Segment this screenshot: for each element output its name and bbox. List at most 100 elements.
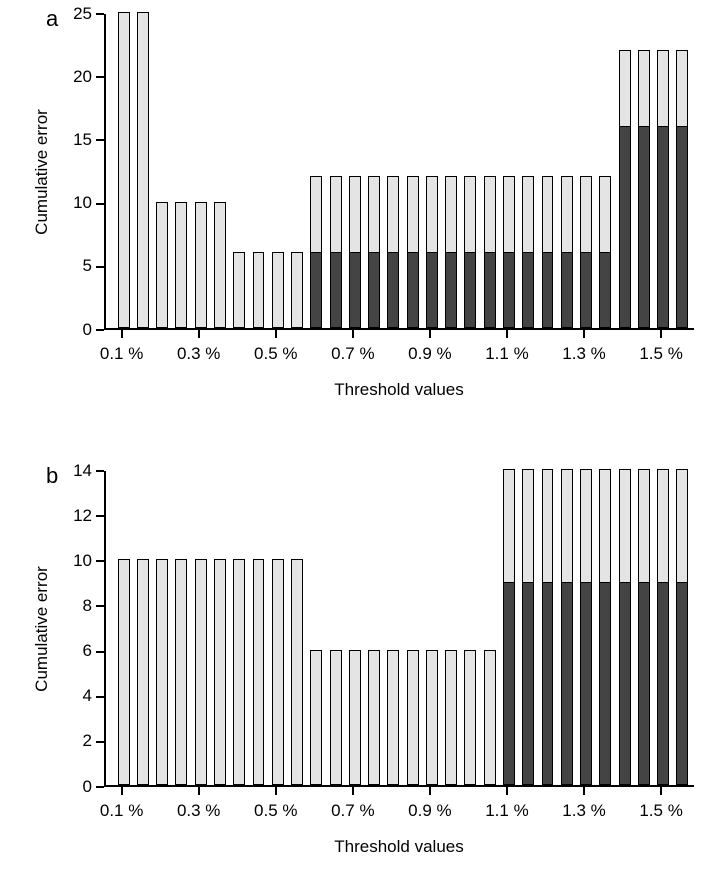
bar bbox=[349, 650, 361, 785]
bar bbox=[522, 176, 534, 328]
ytick-mark bbox=[96, 76, 104, 78]
bar bbox=[118, 12, 130, 328]
xtick-label: 0.5 % bbox=[254, 801, 297, 821]
bar bbox=[330, 176, 342, 328]
bar bbox=[118, 559, 130, 785]
ytick-mark bbox=[96, 13, 104, 15]
bar bbox=[503, 176, 515, 328]
bar bbox=[445, 176, 457, 328]
ytick-mark bbox=[96, 605, 104, 607]
bar bbox=[522, 469, 534, 785]
bar bbox=[195, 559, 207, 785]
xtick-label: 1.5 % bbox=[639, 801, 682, 821]
ytick-mark bbox=[96, 329, 104, 331]
ytick-label: 15 bbox=[52, 130, 92, 150]
ytick-label: 8 bbox=[52, 596, 92, 616]
ytick-label: 0 bbox=[52, 320, 92, 340]
xtick-mark bbox=[583, 330, 585, 338]
bar bbox=[137, 559, 149, 785]
bar bbox=[407, 176, 419, 328]
xtick-mark bbox=[121, 787, 123, 795]
xtick-label: 0.1 % bbox=[100, 801, 143, 821]
xtick-label: 1.3 % bbox=[562, 801, 605, 821]
ytick-label: 10 bbox=[52, 551, 92, 571]
bar bbox=[580, 176, 592, 328]
ytick-mark bbox=[96, 560, 104, 562]
ytick-mark bbox=[96, 696, 104, 698]
ytick-label: 6 bbox=[52, 641, 92, 661]
xtick-mark bbox=[198, 330, 200, 338]
bar-dark bbox=[503, 582, 515, 785]
bar bbox=[657, 469, 669, 785]
bar-dark bbox=[561, 252, 573, 328]
bar-dark bbox=[484, 252, 496, 328]
bar bbox=[195, 202, 207, 328]
xtick-mark bbox=[660, 787, 662, 795]
bar bbox=[464, 176, 476, 328]
bar bbox=[561, 469, 573, 785]
bar bbox=[233, 559, 245, 785]
bar bbox=[272, 252, 284, 328]
ytick-label: 14 bbox=[52, 461, 92, 481]
bar bbox=[175, 202, 187, 328]
ytick-mark bbox=[96, 741, 104, 743]
panel-a-ylabel: Cumulative error bbox=[32, 97, 52, 247]
bar bbox=[156, 559, 168, 785]
bar bbox=[676, 50, 688, 328]
bar-dark bbox=[542, 582, 554, 785]
bar bbox=[599, 469, 611, 785]
bar-dark bbox=[619, 582, 631, 785]
ytick-label: 4 bbox=[52, 686, 92, 706]
xtick-label: 0.3 % bbox=[177, 344, 220, 364]
bar-dark bbox=[349, 252, 361, 328]
bar bbox=[253, 559, 265, 785]
ytick-label: 25 bbox=[52, 4, 92, 24]
bar-dark bbox=[638, 582, 650, 785]
xtick-mark bbox=[660, 330, 662, 338]
xtick-mark bbox=[275, 330, 277, 338]
bar-dark bbox=[599, 582, 611, 785]
bar-dark bbox=[503, 252, 515, 328]
bar-dark bbox=[464, 252, 476, 328]
ytick-label: 12 bbox=[52, 506, 92, 526]
bar bbox=[368, 176, 380, 328]
bar-dark bbox=[676, 582, 688, 785]
bar bbox=[349, 176, 361, 328]
bar bbox=[214, 202, 226, 328]
xtick-label: 0.7 % bbox=[331, 344, 374, 364]
bar bbox=[368, 650, 380, 785]
xtick-mark bbox=[583, 787, 585, 795]
ytick-label: 5 bbox=[52, 256, 92, 276]
bar bbox=[330, 650, 342, 785]
bar-dark bbox=[368, 252, 380, 328]
bar-dark bbox=[638, 126, 650, 328]
bar-dark bbox=[522, 582, 534, 785]
bar-dark bbox=[310, 252, 322, 328]
xtick-label: 0.9 % bbox=[408, 344, 451, 364]
xtick-mark bbox=[429, 787, 431, 795]
bar-dark bbox=[561, 582, 573, 785]
bar bbox=[156, 202, 168, 328]
bar bbox=[445, 650, 457, 785]
xtick-mark bbox=[198, 787, 200, 795]
panel-b-ylabel: Cumulative error bbox=[32, 554, 52, 704]
bar bbox=[291, 252, 303, 328]
bar bbox=[464, 650, 476, 785]
ytick-mark bbox=[96, 266, 104, 268]
bar bbox=[638, 50, 650, 328]
xtick-label: 0.9 % bbox=[408, 801, 451, 821]
bar bbox=[484, 176, 496, 328]
bar-dark bbox=[542, 252, 554, 328]
xtick-label: 0.3 % bbox=[177, 801, 220, 821]
bar bbox=[503, 469, 515, 785]
bar-dark bbox=[657, 126, 669, 328]
ytick-mark bbox=[96, 139, 104, 141]
panel-a-plot-area bbox=[106, 14, 694, 328]
bar-dark bbox=[619, 126, 631, 328]
figure: a Cumulative error Threshold values b Cu… bbox=[0, 0, 712, 875]
bar bbox=[561, 176, 573, 328]
bar bbox=[272, 559, 284, 785]
bar bbox=[387, 650, 399, 785]
bar-dark bbox=[407, 252, 419, 328]
xtick-mark bbox=[352, 330, 354, 338]
